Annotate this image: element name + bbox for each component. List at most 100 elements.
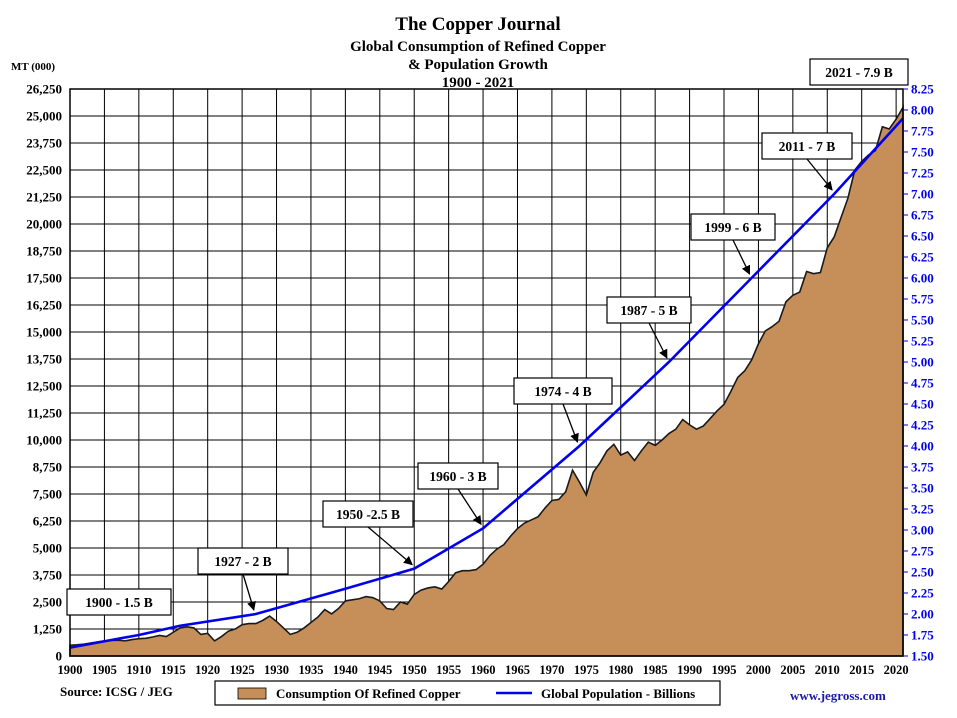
annotation: 2011 - 7 B bbox=[761, 132, 853, 191]
annotation: 1900 - 1.5 B bbox=[66, 588, 172, 616]
left-tick-label: 3,750 bbox=[33, 568, 62, 583]
left-tick-label: 7,500 bbox=[33, 487, 62, 502]
right-tick-label: 3.00 bbox=[911, 523, 934, 538]
right-tick-label: 2.50 bbox=[911, 565, 934, 580]
left-tick-label: 5,000 bbox=[33, 541, 62, 556]
left-tick-label: 11,250 bbox=[27, 406, 62, 421]
annotation-arrow bbox=[457, 488, 482, 526]
left-tick-label: 17,500 bbox=[26, 271, 62, 286]
right-tick-label: 7.75 bbox=[911, 124, 934, 139]
chart-subtitle-line-1: Global Consumption of Refined Copper bbox=[350, 39, 606, 55]
website-url: www.jegross.com bbox=[790, 688, 886, 703]
x-tick-label: 1910 bbox=[126, 663, 151, 677]
annotation-arrow bbox=[562, 403, 579, 443]
annotation-arrow bbox=[732, 239, 751, 275]
population-line bbox=[69, 117, 904, 649]
annotation-box bbox=[513, 377, 613, 405]
right-tick-label: 1.75 bbox=[911, 628, 934, 643]
legend-swatch-copper bbox=[237, 687, 267, 700]
legend-label-copper: Consumption Of Refined Copper bbox=[276, 686, 461, 701]
x-tick-label: 1905 bbox=[92, 663, 117, 677]
right-tick-label: 3.75 bbox=[911, 460, 934, 475]
annotations: 1900 - 1.5 B 1927 - 2 B 1950 -2.5 B 1960 - … bbox=[66, 58, 909, 616]
left-tick-label: 22,500 bbox=[26, 163, 62, 178]
x-tick-label: 1950 bbox=[402, 663, 427, 677]
left-tick-label: 26,250 bbox=[26, 82, 62, 97]
x-tick-label: 1945 bbox=[367, 663, 392, 677]
legend-label-population: Global Population - Billions bbox=[541, 686, 695, 701]
x-tick-label: 1915 bbox=[161, 663, 186, 677]
x-tick-label: 2010 bbox=[815, 663, 840, 677]
annotation: 1987 - 5 B bbox=[606, 296, 692, 359]
right-tick-label: 5.00 bbox=[911, 355, 934, 370]
x-tick-label: 1955 bbox=[436, 663, 461, 677]
annotation-box bbox=[809, 58, 909, 86]
left-tick-label: 0 bbox=[56, 649, 63, 664]
annotation-arrow bbox=[806, 158, 833, 191]
left-tick-label: 16,250 bbox=[26, 298, 62, 313]
copper-consumption-area bbox=[69, 104, 904, 657]
left-tick-label: 2,500 bbox=[33, 595, 62, 610]
right-tick-label: 4.25 bbox=[911, 418, 934, 433]
left-tick-label: 12,500 bbox=[26, 379, 62, 394]
annotation-label: 2021 - 7.9 B bbox=[825, 65, 893, 80]
annotation: 2021 - 7.9 B bbox=[809, 58, 909, 86]
plot-frame bbox=[69, 88, 904, 657]
annotation: 1950 -2.5 B bbox=[322, 500, 414, 566]
annotation-label: 1987 - 5 B bbox=[620, 303, 677, 318]
legend: Consumption Of Refined Copper Global Pop… bbox=[214, 680, 721, 706]
annotation-label: 1999 - 6 B bbox=[704, 220, 761, 235]
x-tick-label: 1985 bbox=[643, 663, 668, 677]
right-tick-label: 5.75 bbox=[911, 292, 934, 307]
x-tick-label: 1975 bbox=[574, 663, 599, 677]
left-axis-unit-label: MT (000) bbox=[11, 61, 55, 73]
annotation-label: 1927 - 2 B bbox=[214, 554, 271, 569]
annotation-label: 1900 - 1.5 B bbox=[85, 595, 153, 610]
right-tick-label: 4.75 bbox=[911, 376, 934, 391]
legend-frame bbox=[214, 680, 721, 706]
annotation: 1927 - 2 B bbox=[197, 547, 289, 611]
annotation-label: 1950 -2.5 B bbox=[336, 507, 400, 522]
right-tick-label: 5.50 bbox=[911, 313, 934, 328]
right-tick-label: 6.50 bbox=[911, 229, 934, 244]
annotation-box bbox=[66, 588, 172, 616]
right-tick-label: 1.50 bbox=[911, 649, 934, 664]
left-tick-label: 25,000 bbox=[26, 109, 62, 124]
right-tick-label: 8.00 bbox=[911, 103, 934, 118]
x-tick-label: 1940 bbox=[333, 663, 358, 677]
x-tick-label: 2020 bbox=[884, 663, 909, 677]
right-tick-label: 7.25 bbox=[911, 166, 934, 181]
left-tick-label: 10,000 bbox=[26, 433, 62, 448]
left-tick-label: 1,250 bbox=[33, 622, 62, 637]
x-tick-label: 2000 bbox=[746, 663, 771, 677]
x-tick-label: 1980 bbox=[608, 663, 633, 677]
annotation: 1960 - 3 B bbox=[417, 462, 499, 526]
annotation-label: 1960 - 3 B bbox=[429, 469, 486, 484]
x-tick-label: 1930 bbox=[264, 663, 289, 677]
left-tick-label: 23,750 bbox=[26, 136, 62, 151]
right-tick-label: 2.25 bbox=[911, 586, 934, 601]
annotation: 1999 - 6 B bbox=[690, 213, 776, 275]
chart-subtitle-line-3: 1900 - 2021 bbox=[442, 75, 515, 91]
right-tick-label: 3.25 bbox=[911, 502, 934, 517]
x-tick-label: 1965 bbox=[505, 663, 530, 677]
annotation-box bbox=[690, 213, 776, 241]
x-tick-label: 1935 bbox=[298, 663, 323, 677]
x-tick-label: 2005 bbox=[780, 663, 805, 677]
right-tick-label: 7.50 bbox=[911, 145, 934, 160]
left-tick-label: 20,000 bbox=[26, 217, 62, 232]
annotation: 1974 - 4 B bbox=[513, 377, 613, 443]
left-tick-label: 18,750 bbox=[26, 244, 62, 259]
left-tick-label: 15,000 bbox=[26, 325, 62, 340]
annotation-arrow bbox=[648, 322, 668, 359]
annotation-label: 1974 - 4 B bbox=[534, 384, 591, 399]
annotation-label: 2011 - 7 B bbox=[779, 139, 836, 154]
x-tick-label: 1990 bbox=[677, 663, 702, 677]
annotation-box bbox=[761, 132, 853, 160]
right-tick-label: 8.25 bbox=[911, 82, 934, 97]
x-tick-label: 1900 bbox=[58, 663, 83, 677]
annotation-arrow bbox=[367, 526, 413, 566]
left-tick-label: 13,750 bbox=[26, 352, 62, 367]
right-tick-label: 6.75 bbox=[911, 208, 934, 223]
